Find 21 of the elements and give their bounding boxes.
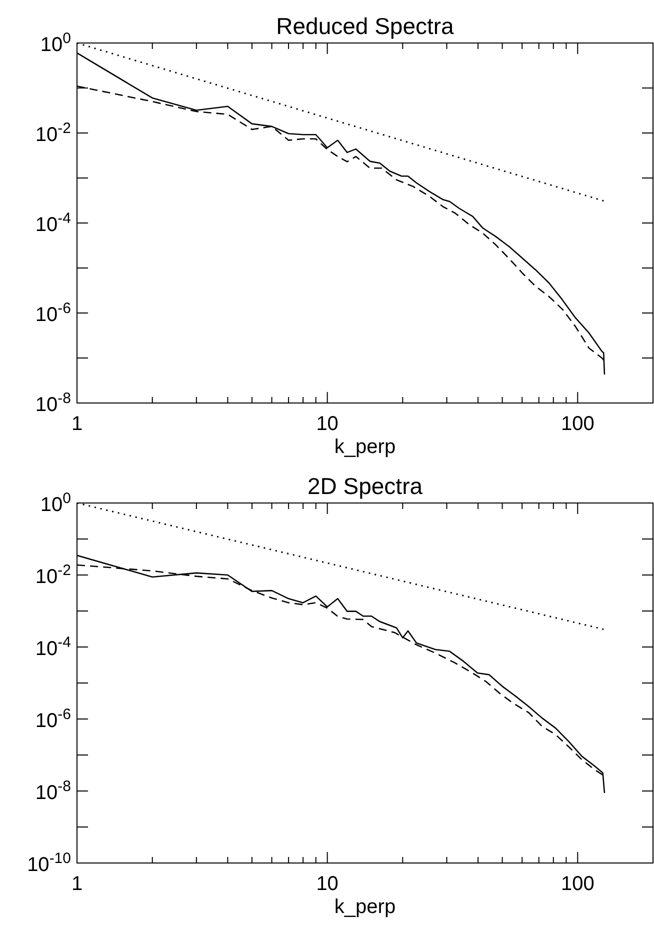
chart-title: 2D Spectra — [307, 473, 423, 499]
x-axis-title: k_perp — [334, 896, 396, 918]
y-tick-label: 10$^{-2}$ — [35, 562, 71, 588]
x-tick-label: 1 — [71, 413, 83, 435]
y-tick-label: 10$^{0}$ — [40, 490, 71, 516]
y-tick-label: 10$^{-4}$ — [35, 634, 71, 660]
x-tick-label: 1 — [71, 873, 83, 895]
x-tick-label: 10 — [316, 413, 338, 435]
y-tick-label: 10$^{0}$ — [40, 30, 71, 56]
x-tick-label: 10 — [316, 873, 338, 895]
y-tick-label: 10$^{-6}$ — [35, 706, 71, 732]
y-tick-label: 10$^{-6}$ — [35, 300, 71, 326]
chart-title: Reduced Spectra — [276, 13, 454, 39]
y-tick-label: 10$^{-8}$ — [35, 778, 71, 804]
x-tick-label: 100 — [560, 413, 594, 435]
x-axis-title: k_perp — [334, 436, 396, 458]
y-tick-label: 10$^{-4}$ — [35, 210, 71, 236]
y-tick-label: 10$^{-10}$ — [27, 850, 71, 876]
x-tick-label: 100 — [560, 873, 594, 895]
y-tick-label: 10$^{-8}$ — [35, 390, 71, 416]
y-tick-label: 10$^{-2}$ — [35, 120, 71, 146]
